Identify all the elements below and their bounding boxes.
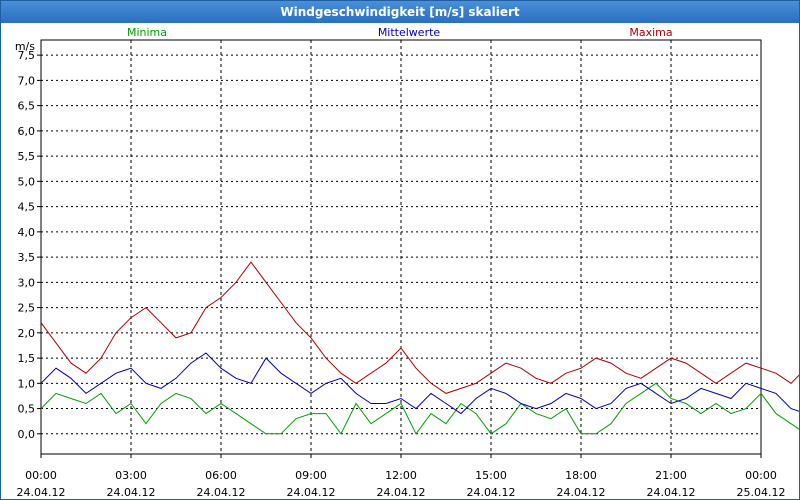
y-tick-label: 2,0	[18, 327, 36, 340]
y-tick-label: 5,5	[18, 150, 36, 163]
x-tick-date: 24.04.12	[377, 486, 426, 499]
series-line-mittelwerte	[40, 352, 799, 415]
y-tick-label: 4,5	[18, 201, 36, 214]
y-tick-label: 0,0	[18, 428, 36, 441]
x-tick-date: 24.04.12	[197, 486, 246, 499]
y-tick-label: 6,0	[18, 125, 36, 138]
x-tick-time: 00:00	[745, 469, 777, 482]
x-tick-time: 18:00	[565, 469, 597, 482]
x-tick-time: 21:00	[655, 469, 687, 482]
y-tick-label: 0,5	[18, 403, 36, 416]
x-tick-time: 09:00	[295, 469, 327, 482]
y-tick-label: 1,0	[18, 377, 36, 390]
y-tick-label: 6,5	[18, 100, 36, 113]
x-tick-date: 24.04.12	[107, 486, 156, 499]
x-tick-time: 15:00	[475, 469, 507, 482]
x-tick-time: 12:00	[385, 469, 417, 482]
series-line-maxima	[40, 261, 799, 394]
x-tick-date: 24.04.12	[467, 486, 516, 499]
x-tick-date: 25.04.12	[737, 486, 786, 499]
x-tick-time: 00:00	[25, 469, 57, 482]
x-tick-date: 24.04.12	[557, 486, 606, 499]
x-tick-date: 24.04.12	[17, 486, 66, 499]
series-line-minima	[40, 382, 799, 435]
legend-maxima: Maxima	[629, 26, 672, 39]
y-tick-label: 2,5	[18, 302, 36, 315]
y-tick-label: 4,0	[18, 226, 36, 239]
y-tick-label: 3,0	[18, 276, 36, 289]
y-tick-label: 7,5	[18, 49, 36, 62]
y-tick-label: 3,5	[18, 251, 36, 264]
wind-speed-chart: 0,0 0,5 1,0 1,5 2,0 2,5 3,0 3,5 4,0 4,5 5,0 5,5 6,0 6…	[15, 26, 799, 499]
y-axis-label: m/s	[15, 40, 35, 53]
y-tick-label: 1,5	[18, 352, 36, 365]
y-tick-label: 7,0	[18, 74, 36, 87]
window-title: Windgeschwindigkeit [m/s] skaliert	[1, 1, 799, 23]
x-tick-time: 03:00	[115, 469, 147, 482]
x-tick-date: 24.04.12	[647, 486, 696, 499]
legend-mittelwerte: Mittelwerte	[378, 26, 441, 39]
y-tick-label: 5,0	[18, 175, 36, 188]
x-tick-time: 06:00	[205, 469, 237, 482]
x-tick-date: 24.04.12	[287, 486, 336, 499]
legend-minima: Minima	[127, 26, 167, 39]
